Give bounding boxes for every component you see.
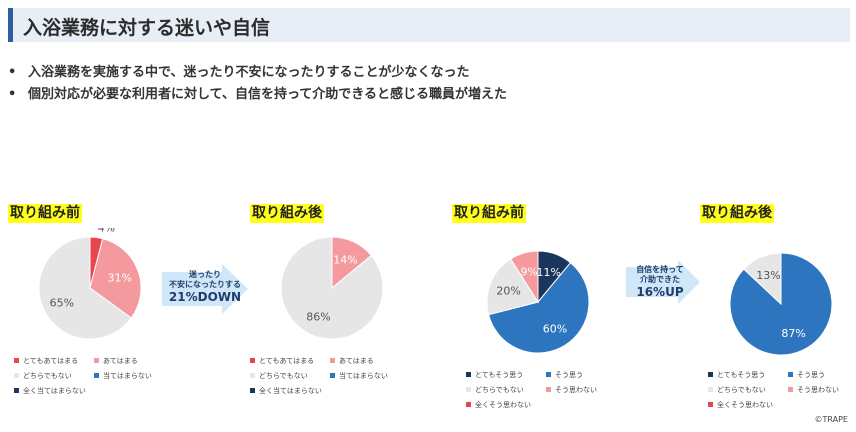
pie-data-label: 13% <box>756 269 780 282</box>
legend-item: とてもそう思う <box>466 367 546 382</box>
bullet-item: • 個別対応が必要な利用者に対して、自信を持って介助できると感じる職員が増えた <box>8 84 507 106</box>
legend-item: そう思わない <box>788 382 856 397</box>
legend-label: どちらでもない <box>717 385 766 394</box>
legend-item: 当てはまらない <box>94 368 174 383</box>
legend-item: そう思う <box>788 367 856 382</box>
pie-slice <box>89 237 142 319</box>
legend-item: どちらでもない <box>708 382 788 397</box>
legend-label: 全くそう思わない <box>475 400 531 409</box>
chart-title-after-1: 取り組み後 <box>250 204 324 223</box>
legend-label: どちらでもない <box>23 371 72 380</box>
pie-slice <box>487 261 590 354</box>
legend-label: どちらでもない <box>475 385 524 394</box>
legend-label: 全くそう思わない <box>717 400 773 409</box>
legend-item: そう思う <box>546 367 626 382</box>
legend-item: どちらでもない <box>250 368 330 383</box>
pie-data-label: 14% <box>333 253 357 266</box>
bullet-list: • 入浴業務を実施する中で、迷ったり不安になったりすることが少なくなった • 個別対… <box>8 62 507 106</box>
pie-data-label: 11% <box>536 266 560 279</box>
arrow-shape-1 <box>162 264 248 314</box>
legend-item: 全くそう思わない <box>466 397 546 412</box>
pie-slice <box>486 258 539 316</box>
bullet-mark: • <box>8 87 17 102</box>
pie-data-label: 9% <box>520 266 537 279</box>
bullet-text: 個別対応が必要な利用者に対して、自信を持って介助できると感じる職員が増えた <box>28 87 508 102</box>
legend-item: とてもあてはまる <box>14 353 94 368</box>
pie-slice <box>280 236 384 340</box>
pie-chart-after-1: 14% 86% <box>280 236 384 340</box>
pie-slice <box>743 252 782 306</box>
legend-label: 全く当てはまらない <box>23 386 86 395</box>
arrow-line-1: 迷ったり <box>189 270 221 279</box>
legend-item: 当てはまらない <box>330 368 410 383</box>
pie-data-label: 4% <box>98 228 115 234</box>
title-bar: 入浴業務に対する迷いや自信 <box>8 8 850 42</box>
arrow-label-1: 迷ったり 不安になったりする 21%DOWN <box>158 270 252 305</box>
legend-label: そう思わない <box>555 385 597 394</box>
legend-item: そう思わない <box>546 382 626 397</box>
pie-data-label: 31% <box>108 271 132 284</box>
legend-label: そう思う <box>555 370 583 379</box>
legend-label: とてもあてはまる <box>259 356 315 365</box>
pie-data-label: 20% <box>496 284 520 297</box>
arrow-line-2: 介助できた <box>640 275 680 284</box>
legend-item: 全くそう思わない <box>708 397 788 412</box>
pie-data-label: 65% <box>50 296 74 309</box>
legend-label: どちらでもない <box>259 371 308 380</box>
legend-item: あてはまる <box>94 353 174 368</box>
legend-item: どちらでもない <box>14 368 94 383</box>
legend-item: 全く当てはまらない <box>14 383 94 398</box>
arrow-label-2: 自信を持って 介助できた 16%UP <box>618 265 702 300</box>
legend-item: とてもあてはまる <box>250 353 330 368</box>
legend-label: とてもそう思う <box>475 370 524 379</box>
pie-data-label: 86% <box>306 311 330 324</box>
legend-item: あてはまる <box>330 353 410 368</box>
chart-title-before-2: 取り組み前 <box>452 204 526 223</box>
pie-chart-after-2: 87% 13% <box>729 252 833 356</box>
bullet-text: 入浴業務を実施する中で、迷ったり不安になったりすることが少なくなった <box>28 65 470 80</box>
pie-data-label: 87% <box>781 327 805 340</box>
legend-label: 当てはまらない <box>339 371 388 380</box>
pie-data-label: 60% <box>543 323 567 336</box>
legend-label: 当てはまらない <box>103 371 152 380</box>
arrow-line-3: 16%UP <box>636 285 684 299</box>
copyright: ©TRAPE <box>814 415 848 424</box>
arrow-shape-2 <box>626 260 700 304</box>
arrow-line-1: 自信を持って <box>636 265 684 274</box>
legend-after-1: とてもあてはまる あてはまる どちらでもない 当てはまらない 全く当てはまらない <box>250 353 410 398</box>
legend-label: あてはまる <box>103 356 138 365</box>
legend-label: そう思わない <box>797 385 839 394</box>
bullet-item: • 入浴業務を実施する中で、迷ったり不安になったりすることが少なくなった <box>8 62 507 84</box>
legend-label: とてもあてはまる <box>23 356 79 365</box>
legend-before-2: とてもそう思う そう思う どちらでもない そう思わない 全くそう思わない <box>466 367 626 412</box>
pie-slice <box>509 250 539 304</box>
legend-item: とてもそう思う <box>708 367 788 382</box>
bullet-mark: • <box>8 65 17 80</box>
chart-title-after-2: 取り組み後 <box>700 204 774 223</box>
arrow-line-3: 21%DOWN <box>168 290 242 304</box>
pie-slice <box>38 236 132 340</box>
page-title: 入浴業務に対する迷いや自信 <box>23 17 271 39</box>
pie-chart-before-1: 4% 31% 65% <box>38 228 142 340</box>
arrow-line-2: 不安になったりする <box>169 280 241 289</box>
legend-before-1: とてもあてはまる あてはまる どちらでもない 当てはまらない 全く当てはまらない <box>14 353 174 398</box>
legend-after-2: とてもそう思う そう思う どちらでもない そう思わない 全くそう思わない <box>708 367 856 412</box>
pie-chart-before-2: 11% 60% 20%9% <box>486 250 590 354</box>
legend-item: 全く当てはまらない <box>250 383 330 398</box>
chart-title-before-1: 取り組み前 <box>8 204 82 223</box>
legend-label: あてはまる <box>339 356 374 365</box>
legend-item: どちらでもない <box>466 382 546 397</box>
legend-label: 全く当てはまらない <box>259 386 322 395</box>
legend-label: とてもそう思う <box>717 370 766 379</box>
legend-label: そう思う <box>797 370 825 379</box>
